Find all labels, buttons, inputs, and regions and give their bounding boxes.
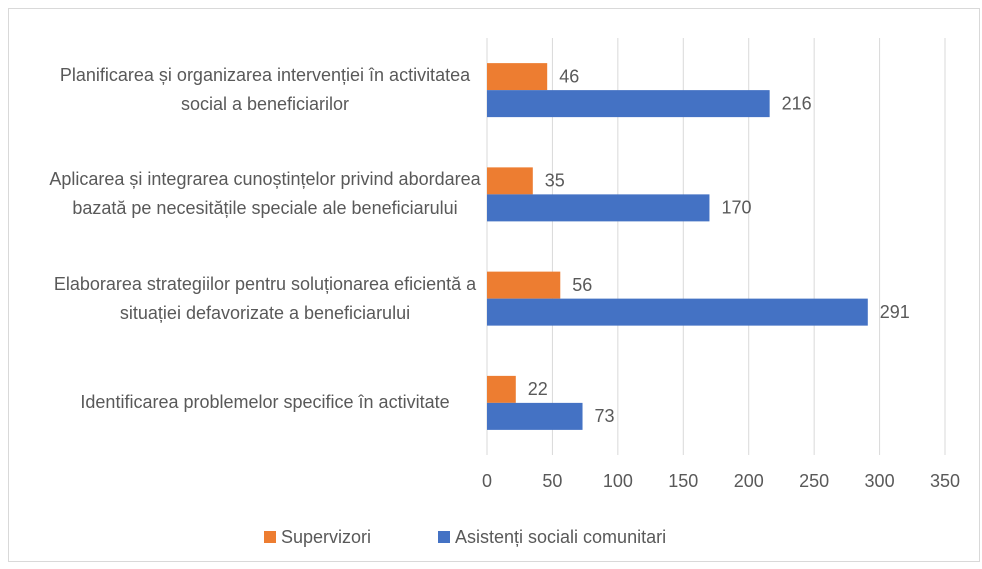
data-label: 170 [721,198,751,218]
bar [487,167,533,195]
x-tick-label: 50 [542,471,562,491]
data-label: 56 [572,275,592,295]
bar [487,63,548,91]
data-label: 46 [559,66,579,86]
x-tick-label: 200 [734,471,764,491]
x-tick-label: 350 [930,471,960,491]
x-tick-label: 300 [865,471,895,491]
bar [487,298,868,326]
y-tick-label: Planificarea și organizarea intervenției… [59,65,471,115]
data-label: 35 [545,171,565,191]
legend-swatch [438,531,450,543]
x-tick-label: 250 [799,471,829,491]
bar [487,194,710,222]
bar [487,90,770,118]
y-tick-label: Identificarea problemelor specifice în a… [80,392,450,413]
legend-swatch [264,531,276,543]
data-label: 216 [782,93,812,113]
x-tick-label: 100 [603,471,633,491]
legend-label: Supervizori [281,527,371,547]
bar [487,402,583,430]
x-tick-label: 0 [482,471,492,491]
data-label: 73 [595,406,615,426]
bar [487,271,561,299]
y-tick-label: Aplicarea și integrarea cunoștințelor pr… [49,169,481,219]
bar [487,375,516,403]
legend-label: Asistenți sociali comunitari [455,527,666,547]
y-tick-label: Elaborarea strategiilor pentru soluționa… [53,273,477,323]
data-label: 291 [880,302,910,322]
x-tick-label: 150 [668,471,698,491]
data-label: 22 [528,379,548,399]
